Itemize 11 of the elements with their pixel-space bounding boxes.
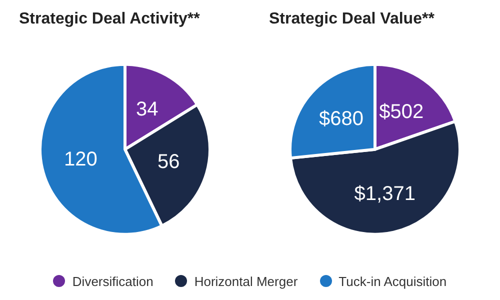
data-label: 34	[136, 98, 158, 121]
chart-title: Strategic Deal Value**	[269, 10, 436, 28]
data-label: 56	[158, 151, 180, 174]
legend-label: Horizontal Merger	[193, 274, 298, 288]
data-label: $1,371	[354, 182, 416, 205]
legend-label: Tuck-in Acquisition	[338, 274, 447, 288]
data-label: $502	[379, 101, 424, 124]
chart-title: Strategic Deal Activity**	[19, 10, 201, 28]
data-label: 120	[64, 148, 98, 170]
data-label: $680	[318, 108, 364, 130]
legend-label: Diversification	[71, 274, 154, 288]
